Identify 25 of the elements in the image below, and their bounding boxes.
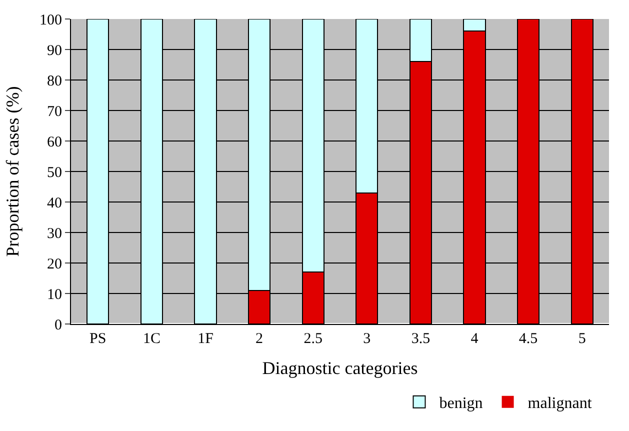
x-tick-label: 2.5 <box>304 331 322 347</box>
y-tick-label: 60 <box>47 134 62 150</box>
y-tick-label: 100 <box>40 12 62 28</box>
y-tick-label: 20 <box>47 256 62 272</box>
y-tick-label: 80 <box>47 73 62 90</box>
x-tick-label: 4.5 <box>518 331 538 347</box>
legend-label: malignant <box>528 395 592 412</box>
x-axis-title: Diagnostic categories <box>262 358 418 378</box>
y-tick-label: 50 <box>47 164 62 181</box>
x-tick-label: 1F <box>198 331 214 347</box>
y-tick-label: 30 <box>47 226 62 242</box>
y-tick-label: 90 <box>47 42 62 59</box>
x-tick-label: PS <box>90 331 106 347</box>
x-tick-label: 4 <box>470 331 479 347</box>
y-axis-title: Proportion of cases (%) <box>2 86 23 257</box>
x-tick-label: 3 <box>363 331 371 347</box>
y-tick-label: 10 <box>47 286 62 303</box>
x-tick-label: 2 <box>256 331 264 347</box>
y-tick-label: 0 <box>54 317 62 334</box>
x-tick-label: 1C <box>142 331 160 347</box>
y-tick-label: 40 <box>47 195 62 212</box>
x-tick-label: 5 <box>578 331 586 347</box>
legend-label: benign <box>439 395 483 412</box>
x-tick-label: 3.5 <box>411 331 430 347</box>
y-tick-label: 70 <box>47 104 62 120</box>
